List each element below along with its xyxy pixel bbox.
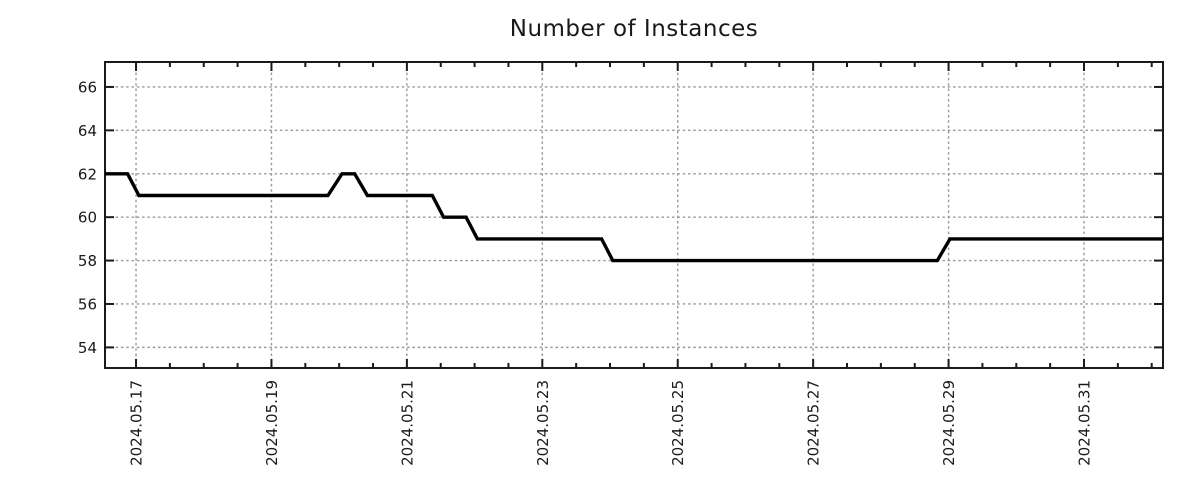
y-tick-label: 60	[78, 209, 97, 227]
y-tick-label: 64	[78, 122, 97, 140]
x-tick-label: 2024.05.17	[128, 380, 146, 466]
x-tick-label: 2024.05.23	[534, 380, 552, 466]
plot-border	[104, 61, 1164, 369]
x-tick-label: 2024.05.27	[805, 380, 823, 466]
x-tick-label: 2024.05.25	[669, 380, 687, 466]
y-tick-label: 56	[78, 295, 97, 313]
chart-title: Number of Instances	[509, 16, 759, 42]
x-tick-label: 2024.05.21	[398, 380, 416, 466]
y-tick-label: 66	[78, 78, 97, 96]
y-tick-label: 62	[78, 165, 97, 183]
x-tick-label: 2024.05.29	[940, 380, 958, 466]
y-tick-label: 58	[78, 252, 97, 270]
x-tick-label: 2024.05.19	[263, 380, 281, 466]
y-tick-label: 54	[78, 339, 97, 357]
data-line-instances	[105, 172, 1163, 263]
x-tick-label: 2024.05.31	[1076, 380, 1094, 466]
